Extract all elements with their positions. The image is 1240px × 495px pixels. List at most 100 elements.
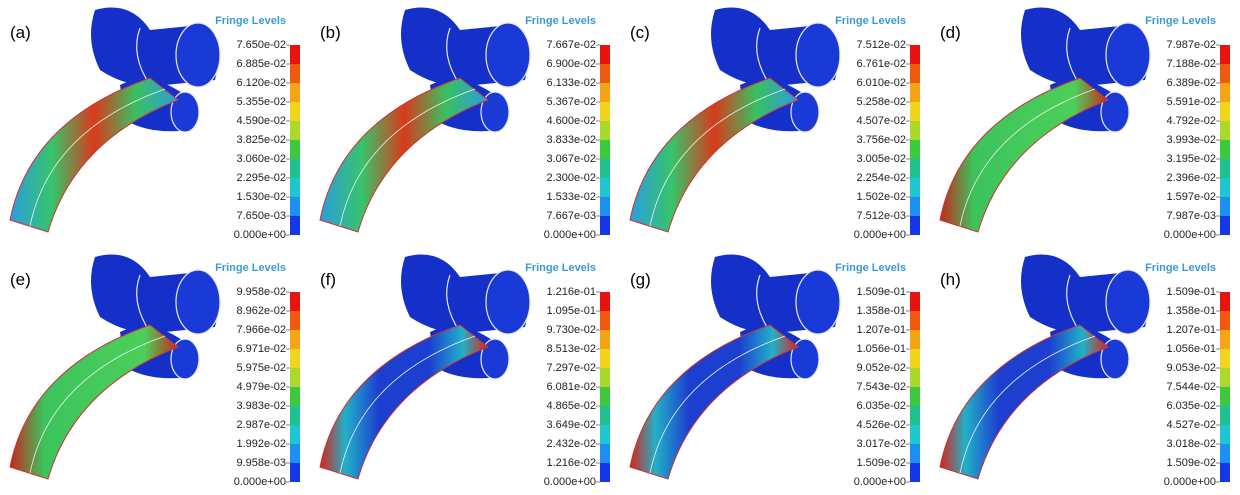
legend-title: Fringe Levels: [215, 15, 286, 27]
panel: (c)Fringe Levels7.512e-026.761e-026.010e…: [630, 8, 920, 241]
colorbar-segment: [1220, 387, 1230, 406]
level-label: 1.992e-02: [236, 438, 286, 450]
colorbar-segment: [1220, 292, 1230, 311]
level-label: 7.667e-02: [546, 39, 596, 51]
panel-label: (a): [10, 23, 31, 42]
level-label: 1.056e-01: [1166, 343, 1216, 355]
colorbar-segment: [290, 368, 300, 387]
sheet-strip: [630, 325, 798, 479]
colorbar-segment: [600, 121, 610, 140]
colorbar-segment: [600, 311, 610, 330]
colorbar-segment: [290, 444, 300, 463]
upper-roller-end: [796, 23, 840, 87]
level-label: 6.133e-02: [546, 77, 596, 89]
colorbar-segment: [600, 425, 610, 444]
level-label: 1.207e-01: [1166, 324, 1216, 336]
level-label: 6.389e-02: [1166, 77, 1216, 89]
level-label: 3.993e-02: [1166, 134, 1216, 146]
panel-label: (e): [10, 270, 31, 289]
level-label: 9.052e-02: [856, 362, 906, 374]
level-label: 9.958e-03: [236, 457, 286, 469]
level-label: 6.035e-02: [1166, 400, 1216, 412]
colorbar-segment: [1220, 45, 1230, 64]
colorbar-segment: [910, 64, 920, 83]
colorbar-segment: [600, 216, 610, 235]
level-label: 6.761e-02: [856, 58, 906, 70]
level-label: 6.081e-02: [546, 381, 596, 393]
level-label: 6.120e-02: [236, 77, 286, 89]
colorbar-segment: [910, 140, 920, 159]
panel-label: (b): [320, 23, 341, 42]
level-label: 3.060e-02: [236, 153, 286, 165]
level-label: 0.000e+00: [544, 229, 596, 241]
level-label: 6.900e-02: [546, 58, 596, 70]
level-label: 5.975e-02: [236, 362, 286, 374]
upper-roller-end: [1106, 270, 1150, 334]
colorbar-segment: [1220, 425, 1230, 444]
level-label: 1.216e-02: [546, 457, 596, 469]
level-label: 3.983e-02: [236, 400, 286, 412]
colorbar-segment: [290, 121, 300, 140]
colorbar-segment: [290, 64, 300, 83]
panel-label: (h): [940, 270, 961, 289]
colorbar-segment: [290, 178, 300, 197]
level-label: 2.987e-02: [236, 419, 286, 431]
figure: (a)Fringe Levels7.650e-026.885e-026.120e…: [0, 0, 1240, 495]
colorbar-segment: [910, 159, 920, 178]
level-label: 1.533e-02: [546, 191, 596, 203]
level-label: 2.300e-02: [546, 172, 596, 184]
colorbar-segment: [910, 330, 920, 349]
level-label: 7.987e-03: [1166, 210, 1216, 222]
colorbar-segment: [1220, 216, 1230, 235]
level-label: 3.649e-02: [546, 419, 596, 431]
level-label: 4.865e-02: [546, 400, 596, 412]
sheet-strip: [630, 78, 798, 232]
level-label: 0.000e+00: [854, 229, 906, 241]
legend-title: Fringe Levels: [835, 15, 906, 27]
legend-title: Fringe Levels: [1145, 262, 1216, 274]
sheet-strip: [10, 325, 178, 479]
colorbar-segment: [910, 387, 920, 406]
level-label: 6.010e-02: [856, 77, 906, 89]
level-label: 7.650e-02: [236, 39, 286, 51]
level-label: 5.258e-02: [856, 96, 906, 108]
colorbar-segment: [1220, 463, 1230, 482]
level-label: 4.600e-02: [546, 115, 596, 127]
level-label: 3.017e-02: [856, 438, 906, 450]
panel: (b) Fringe Levels 7.667e-02 6.900e-02 6.133e…: [320, 8, 610, 241]
upper-roller-end: [486, 270, 530, 334]
sheet-strip: [320, 325, 488, 479]
legend-title: Fringe Levels: [215, 262, 286, 274]
level-label: 4.507e-02: [856, 115, 906, 127]
colorbar-segment: [290, 140, 300, 159]
level-label: 8.513e-02: [546, 343, 596, 355]
colorbar-segment: [1220, 197, 1230, 216]
level-label: 3.005e-02: [856, 153, 906, 165]
colorbar-segment: [600, 178, 610, 197]
colorbar-segment: [1220, 178, 1230, 197]
level-label: 6.035e-02: [856, 400, 906, 412]
upper-roller-end: [486, 23, 530, 87]
colorbar-segment: [1220, 330, 1230, 349]
level-label: 4.590e-02: [236, 115, 286, 127]
colorbar-segment: [1220, 121, 1230, 140]
colorbar-segment: [290, 102, 300, 121]
level-label: 3.825e-02: [236, 134, 286, 146]
level-label: 7.667e-03: [546, 210, 596, 222]
colorbar-segment: [910, 178, 920, 197]
level-label: 5.355e-02: [236, 96, 286, 108]
sheet-strip: [320, 78, 488, 232]
level-label: 5.591e-02: [1166, 96, 1216, 108]
upper-roller-end: [1106, 23, 1150, 87]
legend-title: Fringe Levels: [525, 15, 596, 27]
colorbar-segment: [290, 216, 300, 235]
panel-label: (d): [940, 23, 961, 42]
level-label: 1.530e-02: [236, 191, 286, 203]
colorbar-segment: [600, 406, 610, 425]
colorbar-segment: [910, 121, 920, 140]
level-label: 1.502e-02: [856, 191, 906, 203]
sheet-strip: [940, 325, 1108, 479]
level-label: 0.000e+00: [854, 476, 906, 488]
legend-title: Fringe Levels: [525, 262, 596, 274]
level-label: 7.188e-02: [1166, 58, 1216, 70]
